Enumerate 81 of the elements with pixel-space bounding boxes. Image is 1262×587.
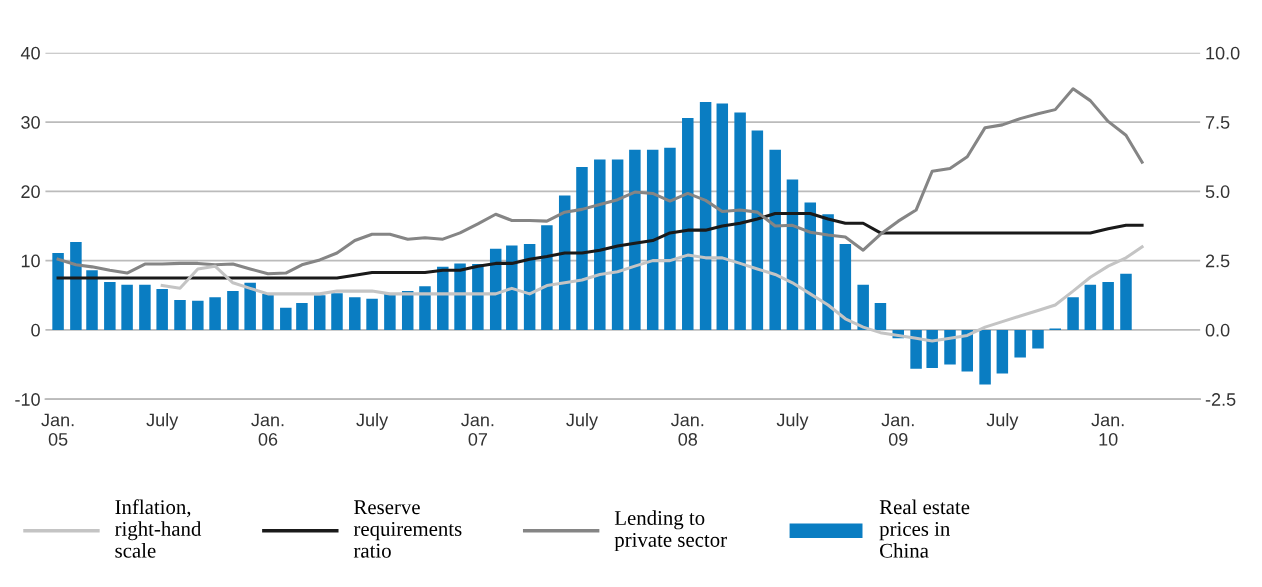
bar xyxy=(996,329,1009,374)
bar xyxy=(734,112,746,330)
bar xyxy=(1032,329,1044,349)
bar xyxy=(979,329,991,385)
y-tick-label: -10 xyxy=(15,393,40,406)
legend-label: Reserve requirements ratio xyxy=(353,500,462,558)
bar xyxy=(70,241,82,330)
y-tick-label: 10 xyxy=(21,254,40,268)
bar xyxy=(769,149,781,330)
y-tick-label: 0 xyxy=(31,323,40,337)
bar xyxy=(629,149,641,330)
bar xyxy=(576,167,588,330)
bar xyxy=(664,147,676,330)
bar xyxy=(227,291,239,330)
bar xyxy=(594,159,606,330)
bar xyxy=(472,264,484,330)
legend-label: Real estate prices in China xyxy=(879,499,970,558)
bar xyxy=(646,149,659,330)
bar xyxy=(244,282,256,330)
y-tick-label: 20 xyxy=(21,185,40,199)
bar xyxy=(874,302,887,330)
bar xyxy=(104,282,116,330)
y2-tick-label: 7.5 xyxy=(1205,116,1230,129)
bar xyxy=(366,298,378,330)
x-tick-label: Jan. 06 xyxy=(251,413,284,446)
bar xyxy=(52,253,64,330)
bar xyxy=(280,307,292,330)
bar xyxy=(611,159,624,330)
y-tick-label: 40 xyxy=(20,46,40,60)
x-tick-label: Jan. 08 xyxy=(671,413,704,446)
x-tick-label: Jan. 10 xyxy=(1091,413,1124,446)
legend-label: Inflation, right-hand scale xyxy=(115,499,202,558)
bar xyxy=(682,117,694,330)
bar xyxy=(1084,284,1097,330)
bar xyxy=(419,286,431,330)
bar xyxy=(1102,282,1114,330)
bar xyxy=(313,295,326,330)
bar xyxy=(331,293,343,330)
bar xyxy=(944,329,956,365)
bar xyxy=(209,297,221,330)
bar xyxy=(121,284,133,330)
bar xyxy=(156,289,168,330)
x-tick-label: July xyxy=(776,413,809,430)
bar xyxy=(839,244,852,330)
y2-tick-label: 10.0 xyxy=(1206,46,1240,60)
bar xyxy=(857,284,869,330)
bar xyxy=(926,329,938,368)
bar xyxy=(86,270,98,330)
bar xyxy=(716,103,729,330)
bar xyxy=(174,300,186,330)
x-tick-label: Jan. 05 xyxy=(41,413,74,446)
y2-tick-label: 2.5 xyxy=(1205,254,1230,268)
y2-tick-label: 5.0 xyxy=(1205,185,1230,199)
line-series xyxy=(56,212,1144,280)
bar xyxy=(541,225,553,330)
bar xyxy=(384,293,396,330)
bar xyxy=(910,329,922,369)
line-series xyxy=(56,87,1144,276)
bar xyxy=(192,300,204,330)
bar xyxy=(1120,273,1132,330)
x-tick-label: July xyxy=(146,413,179,430)
y-tick-label: 30 xyxy=(21,116,40,129)
bar xyxy=(296,302,308,330)
bar xyxy=(262,293,274,330)
y2-tick-label: 0.0 xyxy=(1205,323,1230,337)
x-tick-label: July xyxy=(566,413,598,430)
legend-label: Lending to private sector xyxy=(614,510,727,552)
bar xyxy=(506,245,518,330)
bar xyxy=(822,214,834,330)
bar xyxy=(1014,329,1026,358)
bar xyxy=(751,130,764,330)
bar xyxy=(1067,297,1079,330)
bar xyxy=(437,266,449,330)
x-tick-label: July xyxy=(356,413,389,430)
bar xyxy=(349,297,361,330)
bar xyxy=(699,102,712,330)
bar xyxy=(139,284,151,330)
y2-tick-label: -2.5 xyxy=(1205,393,1236,406)
x-tick-label: July xyxy=(986,413,1019,430)
x-tick-label: Jan. 09 xyxy=(881,413,914,446)
x-tick-label: Jan. 07 xyxy=(461,413,494,446)
